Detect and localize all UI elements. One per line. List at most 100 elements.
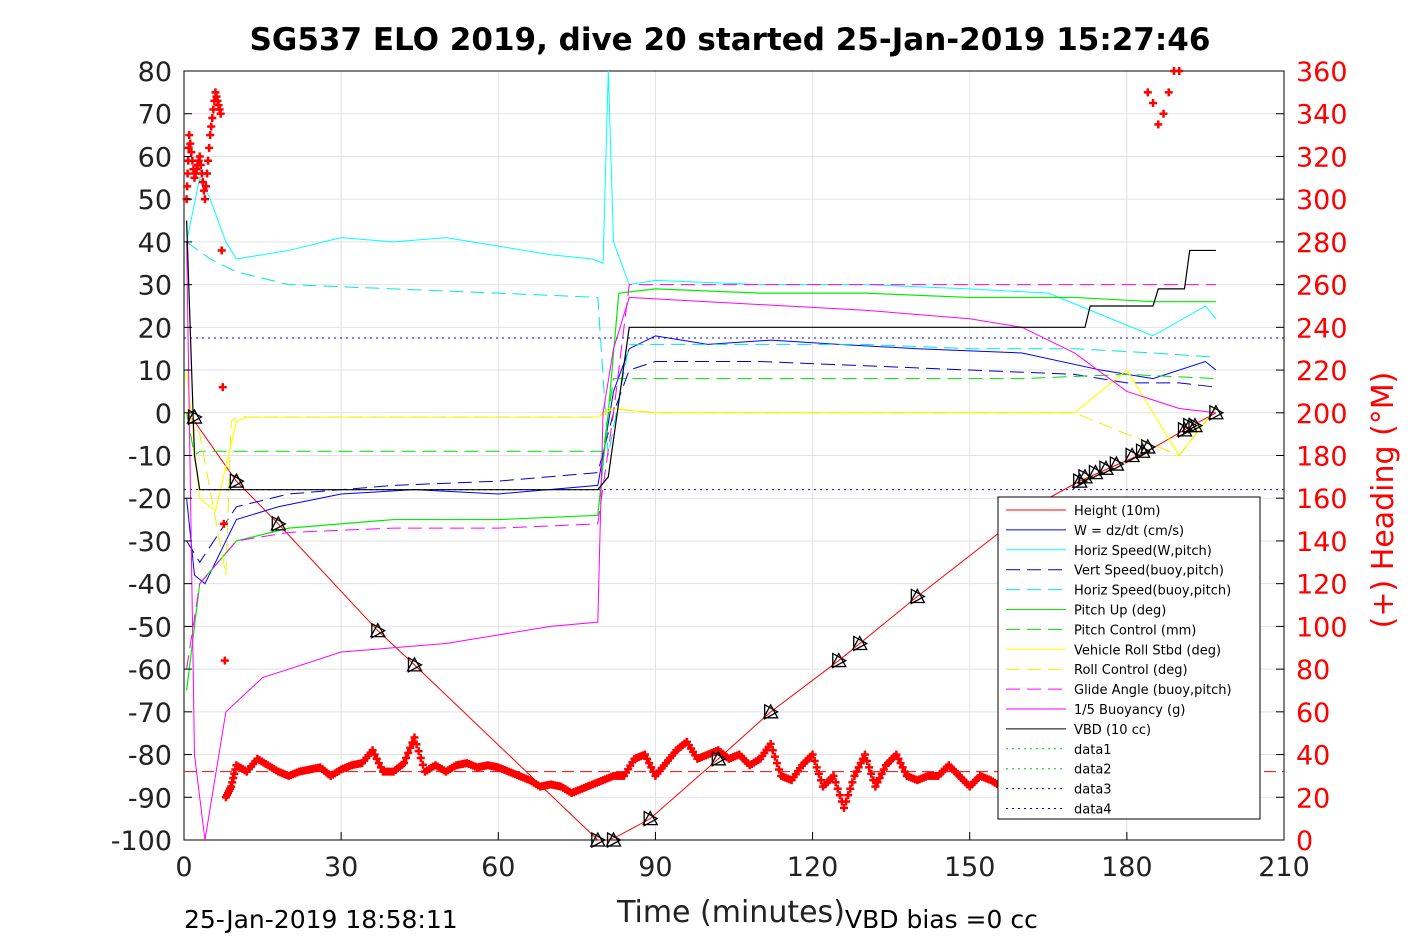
- heading-point: [894, 754, 903, 763]
- legend-label: Vert Speed(buoy,pitch): [1074, 564, 1224, 579]
- heading-point: [416, 753, 425, 762]
- heading-point: [1149, 99, 1158, 108]
- heading-point: [1143, 88, 1152, 97]
- y-tick-label: -20: [128, 484, 172, 515]
- legend-entries: Height (10m) W = dz/dt (cm/s) Horiz Speed(…: [1006, 504, 1232, 818]
- y2-tick-label: 60: [1296, 698, 1330, 729]
- triangle-up: [1108, 455, 1125, 471]
- triangle-up: [228, 472, 245, 488]
- y2-tick-label: 80: [1296, 655, 1330, 686]
- y-tick-label: -100: [111, 826, 172, 857]
- x-tick-label: 210: [1258, 852, 1310, 883]
- heading-point: [816, 776, 825, 785]
- legend-entry: Roll Control (deg): [1006, 663, 1188, 678]
- series-line-vehicle_roll: [186, 369, 1217, 513]
- y2-tick-label: 360: [1296, 57, 1348, 88]
- heading-point: [768, 746, 777, 755]
- legend-label: Horiz Speed(W,pitch): [1074, 544, 1212, 559]
- legend-label: data3: [1074, 783, 1112, 798]
- heading-point: [852, 767, 861, 776]
- y-axis-ticks: -100-90-80-70-60-50-40-30-20-10010203040…: [111, 57, 192, 857]
- y-tick-label: -70: [128, 698, 172, 729]
- triangle-marker: [589, 831, 607, 849]
- heading-point: [875, 774, 884, 783]
- triangle-right: [1099, 460, 1115, 477]
- triangle-marker: [186, 408, 203, 426]
- triangle-right: [1078, 468, 1094, 485]
- heading-point: [869, 776, 878, 785]
- legend-label: Vehicle Roll Stbd (deg): [1074, 643, 1221, 658]
- heading-point: [900, 767, 909, 776]
- triangle-up: [369, 622, 386, 638]
- heading-point: [408, 738, 417, 747]
- y-tick-label: 0: [155, 399, 172, 430]
- legend: Height (10m) W = dz/dt (cm/s) Horiz Speed(…: [997, 496, 1261, 820]
- triangle-marker: [1207, 404, 1225, 421]
- triangle-marker: [1139, 438, 1157, 456]
- triangle-right: [643, 810, 659, 827]
- heading-point: [863, 756, 872, 765]
- triangle-marker: [270, 515, 287, 532]
- y-tick-label: 50: [138, 185, 172, 216]
- triangle-right: [1125, 447, 1141, 464]
- y-tick-label: -90: [128, 783, 172, 814]
- triangle-marker: [406, 656, 423, 673]
- heading-point: [772, 759, 781, 768]
- heading-point: [873, 778, 882, 787]
- heading-point: [196, 160, 205, 169]
- triangle-right: [1088, 464, 1104, 481]
- legend-label: Horiz Speed(buoy,pitch): [1074, 584, 1231, 599]
- chart-title: SG537 ELO 2019, dive 20 started 25-Jan-2…: [250, 22, 1211, 58]
- heading-point: [858, 754, 867, 763]
- y-tick-label: 60: [138, 142, 172, 173]
- triangle-marker: [710, 750, 727, 767]
- heading-point: [877, 769, 886, 778]
- triangle-right: [1188, 417, 1204, 434]
- heading-point: [220, 656, 229, 665]
- triangle-right: [1183, 417, 1199, 434]
- triangle-marker: [1124, 447, 1141, 464]
- legend-label: W = dz/dt (cm/s): [1074, 524, 1184, 539]
- triangle-up: [1207, 404, 1224, 420]
- triangle-up: [589, 831, 606, 847]
- series-line-w: [186, 335, 1217, 585]
- triangle-right: [1141, 438, 1157, 456]
- legend-label: Pitch Control (mm): [1074, 623, 1196, 638]
- triangle-right: [1109, 455, 1125, 473]
- heading-point: [1159, 109, 1168, 118]
- heading-point: [879, 765, 888, 774]
- y-tick-label: 10: [138, 356, 172, 387]
- legend-entry: data2: [1006, 763, 1112, 778]
- y-tick-label: 70: [138, 100, 172, 131]
- y-tick-label: -60: [128, 655, 172, 686]
- heading-point: [406, 743, 415, 752]
- triangle-up: [1071, 472, 1088, 488]
- series-line-pitch_control: [186, 373, 1216, 457]
- triangle-up: [1176, 421, 1193, 437]
- triangle-right: [1209, 404, 1225, 421]
- y-tick-label: 40: [138, 228, 172, 259]
- heading-point: [833, 784, 842, 793]
- heading-point: [186, 139, 195, 148]
- legend-label: 1/5 Buoyancy (g): [1074, 703, 1185, 718]
- triangle-right: [591, 831, 607, 849]
- legend-entry: Vehicle Roll Stbd (deg): [1006, 643, 1221, 658]
- triangle-up: [1186, 417, 1204, 433]
- heading-point: [208, 113, 217, 122]
- legend-label: Pitch Up (deg): [1074, 604, 1166, 619]
- heading-point: [860, 750, 869, 759]
- legend-entry: W = dz/dt (cm/s): [1006, 524, 1184, 539]
- legend-entry: data4: [1006, 803, 1112, 818]
- legend-entry: data3: [1006, 783, 1112, 798]
- legend-label: Height (10m): [1074, 504, 1160, 519]
- triangle-right: [832, 652, 848, 669]
- heading-point: [647, 763, 656, 772]
- legend-box: [997, 496, 1261, 820]
- heading-point: [370, 750, 379, 759]
- heading-point: [775, 765, 784, 774]
- heading-point: [856, 759, 865, 768]
- triangle-up: [909, 588, 926, 604]
- triangle-right: [371, 622, 387, 639]
- triangle-right: [764, 703, 780, 720]
- y-tick-label: -10: [128, 442, 172, 473]
